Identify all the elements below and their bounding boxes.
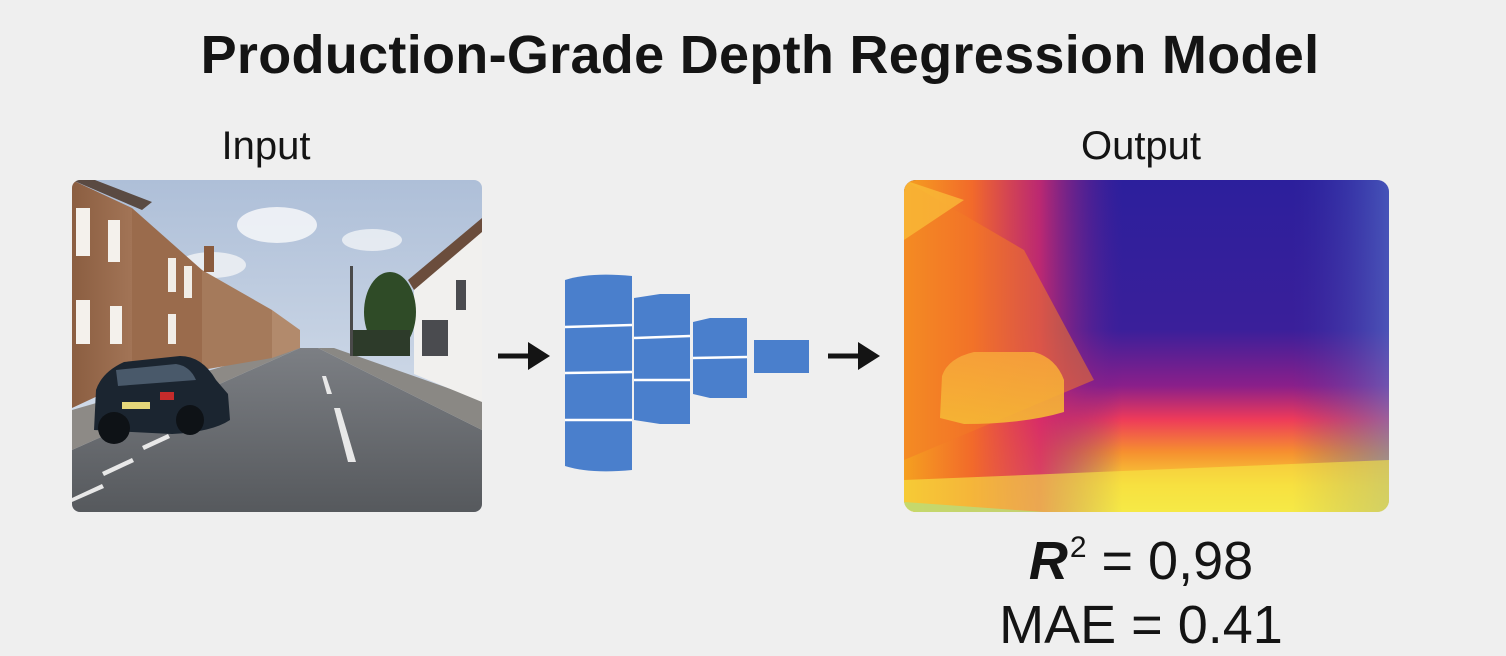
network-stage-4 <box>754 340 809 373</box>
input-street-image <box>72 180 482 512</box>
neural-network-icon <box>564 274 809 472</box>
r-squared-exponent: 2 <box>1069 531 1087 564</box>
r-squared-value: = 0,98 <box>1086 531 1254 591</box>
output-depth-map <box>904 180 1389 512</box>
network-stage-1 <box>564 274 633 472</box>
r-squared-metric: R2 = 0,98 <box>904 530 1378 592</box>
arrow-right-icon <box>498 342 550 370</box>
r-squared-symbol: R <box>1028 531 1068 591</box>
mae-metric: MAE = 0.41 <box>999 595 1283 655</box>
input-label: Input <box>221 124 311 168</box>
network-stage-2 <box>633 294 691 424</box>
output-label: Output <box>1080 124 1202 168</box>
diagram-title: Production-Grade Depth Regression Model <box>200 25 1320 85</box>
arrow-right-icon <box>828 342 880 370</box>
network-stage-3 <box>692 318 748 398</box>
